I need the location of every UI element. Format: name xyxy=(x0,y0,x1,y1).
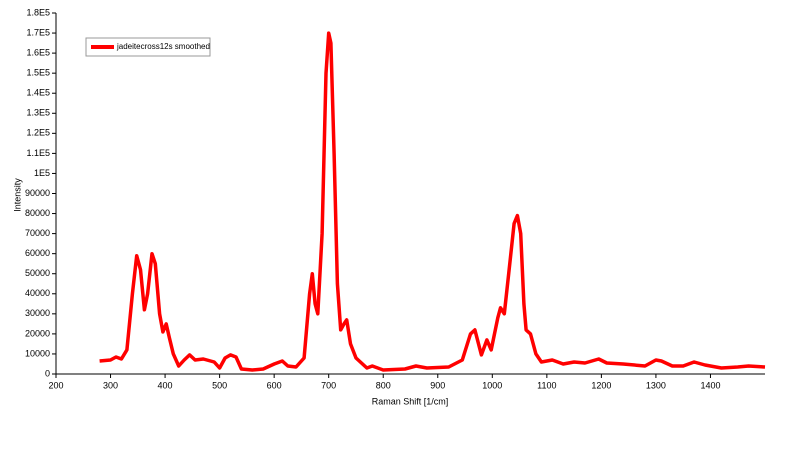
series-line xyxy=(99,31,766,372)
x-tick-label: 600 xyxy=(267,380,282,390)
x-tick-label: 200 xyxy=(48,380,63,390)
y-tick-label: 1.3E5 xyxy=(26,108,50,118)
y-tick-label: 1E5 xyxy=(34,168,50,178)
y-tick-label: 1.6E5 xyxy=(26,47,50,57)
x-tick-label: 500 xyxy=(212,380,227,390)
x-tick-label: 700 xyxy=(321,380,336,390)
legend-box xyxy=(85,37,211,57)
y-tick-label: 1.4E5 xyxy=(26,88,50,98)
y-tick-label: 1.1E5 xyxy=(26,148,50,158)
x-tick-label: 1400 xyxy=(700,380,720,390)
x-tick-label: 300 xyxy=(103,380,118,390)
y-axis-label: Intensity xyxy=(12,178,22,212)
x-axis-label: Raman Shift [1/cm] xyxy=(372,396,449,406)
x-tick-label: 400 xyxy=(158,380,173,390)
x-tick-label: 1000 xyxy=(482,380,502,390)
y-tick-label: 70000 xyxy=(25,228,50,238)
legend-label: jadeitecross12s smoothed xyxy=(116,42,210,51)
y-tick-label: 30000 xyxy=(25,308,50,318)
x-tick-label: 800 xyxy=(376,380,391,390)
y-tick-label: 20000 xyxy=(25,328,50,338)
x-tick-label: 1300 xyxy=(646,380,666,390)
y-tick-label: 1.7E5 xyxy=(26,27,50,37)
y-tick-label: 10000 xyxy=(25,348,50,358)
x-tick-label: 1200 xyxy=(591,380,611,390)
y-tick-label: 80000 xyxy=(25,208,50,218)
y-tick-label: 1.2E5 xyxy=(26,128,50,138)
y-tick-label: 1.5E5 xyxy=(26,68,50,78)
x-tick-label: 900 xyxy=(430,380,445,390)
y-tick-label: 1.8E5 xyxy=(26,7,50,17)
y-tick-label: 50000 xyxy=(25,268,50,278)
y-tick-label: 60000 xyxy=(25,248,50,258)
y-tick-label: 40000 xyxy=(25,288,50,298)
y-tick-label: 0 xyxy=(45,368,50,378)
y-tick-label: 90000 xyxy=(25,188,50,198)
x-tick-label: 1100 xyxy=(537,380,556,390)
